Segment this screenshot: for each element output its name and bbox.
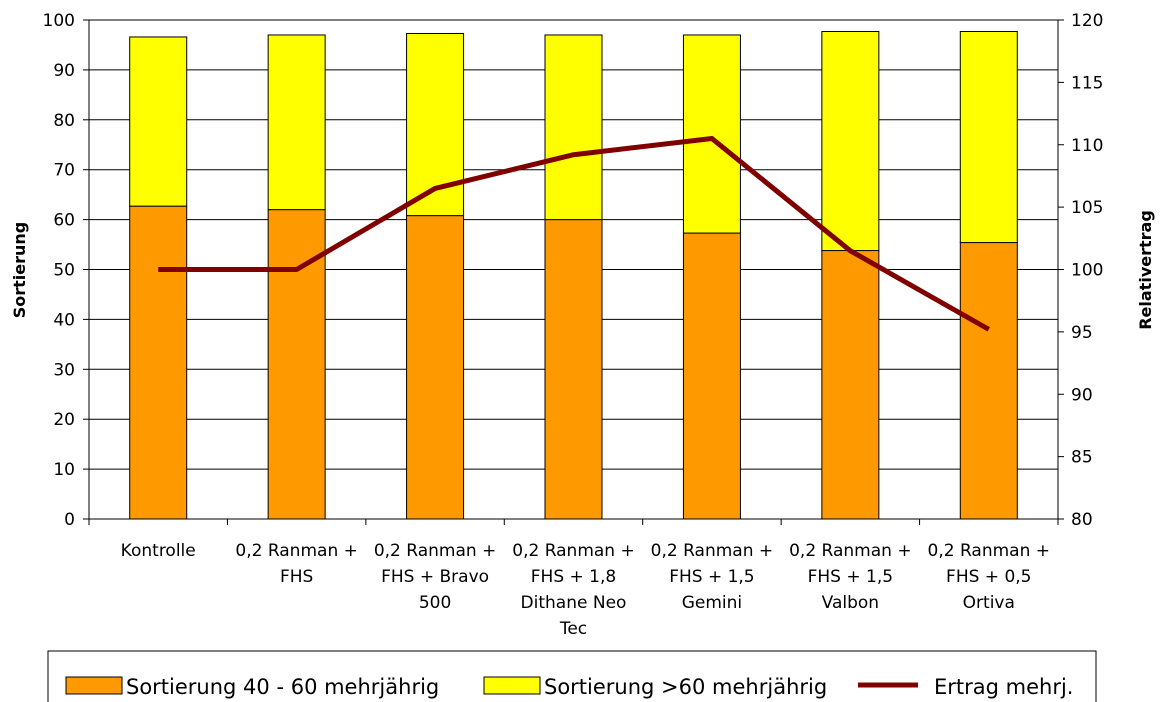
category-label: 0,2 Ranman + bbox=[512, 541, 634, 561]
bars bbox=[129, 30, 1018, 520]
category-label: FHS bbox=[280, 567, 313, 587]
left-tick-label: 40 bbox=[53, 310, 75, 330]
bar-sortierung-60 bbox=[544, 34, 603, 221]
right-tick-label: 110 bbox=[1071, 136, 1103, 156]
category-label: FHS + 1,5 bbox=[669, 567, 754, 587]
category-label: 0,2 Ranman + bbox=[928, 541, 1050, 561]
category-labels: Kontrolle 0,2 Ranman + FHS 0,2 Ranman + FHS … bbox=[121, 541, 1050, 639]
bar-sortierung-60 bbox=[129, 36, 188, 207]
category-label: Tec bbox=[559, 619, 587, 639]
bar-sortierung-60 bbox=[821, 30, 880, 252]
legend: Sortierung 40 - 60 mehrjährig Sortierung… bbox=[47, 650, 1097, 702]
bar-sortierung-40-60 bbox=[821, 250, 880, 520]
category-label: Valbon bbox=[822, 593, 879, 613]
bar-sortierung-60 bbox=[682, 34, 741, 234]
left-tick-label: 80 bbox=[53, 111, 75, 131]
left-tick-label: 10 bbox=[53, 460, 75, 480]
category-label: 0,2 Ranman + bbox=[651, 541, 773, 561]
right-tick-label: 100 bbox=[1071, 261, 1103, 281]
legend-swatch-sortierung-40-60 bbox=[65, 676, 123, 695]
y2-axis-title: Relativertrag bbox=[1136, 210, 1155, 330]
category-label: 500 bbox=[419, 593, 451, 613]
category-label: 0,2 Ranman + bbox=[789, 541, 911, 561]
category-label: Ortiva bbox=[963, 593, 1015, 613]
right-tick-label: 90 bbox=[1071, 385, 1093, 405]
left-axis-ticks: 0 10 20 30 40 50 60 70 80 90 100 bbox=[43, 11, 89, 530]
right-tick-label: 80 bbox=[1071, 510, 1093, 530]
left-tick-label: 20 bbox=[53, 410, 75, 430]
bar-sortierung-40-60 bbox=[406, 215, 465, 520]
right-tick-label: 115 bbox=[1071, 73, 1103, 93]
bar-sortierung-60 bbox=[406, 32, 465, 217]
category-label: 0,2 Ranman + bbox=[374, 541, 496, 561]
category-label: FHS + Bravo bbox=[381, 567, 489, 587]
category-label: 0,2 Ranman + bbox=[235, 541, 357, 561]
bar-sortierung-40-60 bbox=[544, 219, 603, 520]
right-tick-label: 95 bbox=[1071, 323, 1093, 343]
left-tick-label: 0 bbox=[64, 510, 75, 530]
legend-label-sortierung-60: Sortierung >60 mehrjährig bbox=[544, 675, 827, 699]
category-label: Gemini bbox=[682, 593, 742, 613]
line-ertrag-mehrj bbox=[158, 136, 991, 332]
right-tick-label: 120 bbox=[1071, 11, 1103, 31]
legend-box bbox=[47, 650, 1097, 702]
category-label: FHS + 1,8 bbox=[531, 567, 616, 587]
category-label: FHS + 1,5 bbox=[808, 567, 893, 587]
right-tick-label: 85 bbox=[1071, 448, 1093, 468]
line-series bbox=[158, 136, 991, 332]
y-axis-title: Sortierung bbox=[10, 222, 29, 319]
bar-sortierung-60 bbox=[267, 34, 326, 211]
legend-label-sortierung-40-60: Sortierung 40 - 60 mehrjährig bbox=[126, 675, 439, 699]
legend-swatch-sortierung-60 bbox=[483, 676, 541, 695]
left-tick-label: 60 bbox=[53, 211, 75, 231]
category-label: Kontrolle bbox=[121, 541, 196, 561]
bar-sortierung-40-60 bbox=[959, 242, 1018, 520]
left-tick-label: 30 bbox=[53, 360, 75, 380]
right-axis-ticks: 80 85 90 95 100 105 110 115 120 bbox=[1058, 11, 1103, 530]
left-tick-label: 90 bbox=[53, 61, 75, 81]
category-label: Dithane Neo bbox=[521, 593, 627, 613]
bar-sortierung-40-60 bbox=[682, 232, 741, 520]
category-label: FHS + 0,5 bbox=[946, 567, 1031, 587]
bar-sortierung-60 bbox=[959, 30, 1018, 244]
left-tick-label: 50 bbox=[53, 261, 75, 281]
left-tick-label: 70 bbox=[53, 161, 75, 181]
left-tick-label: 100 bbox=[43, 11, 75, 31]
bar-sortierung-40-60 bbox=[129, 205, 188, 520]
right-tick-label: 105 bbox=[1071, 198, 1103, 218]
legend-label-ertrag: Ertrag mehrj. bbox=[934, 675, 1073, 699]
